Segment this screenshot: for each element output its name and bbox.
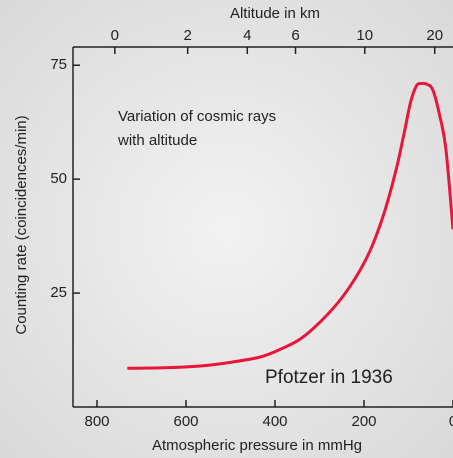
x-tick-label: 0 [449, 413, 453, 430]
y-tick-label: 25 [50, 284, 67, 301]
x2-tick-label: 20 [426, 27, 443, 44]
y-tick-label: 50 [50, 170, 67, 187]
x2-tick-label: 2 [184, 27, 192, 44]
x2-tick-label: 10 [356, 27, 373, 44]
y-axis-label: Counting rate (coincidences/min) [13, 115, 30, 334]
x2-tick-label: 0 [111, 27, 119, 44]
x-axis-label: Atmospheric pressure in mmHg [152, 437, 362, 454]
x2-tick-label: 6 [291, 27, 299, 44]
x2-tick-label: 4 [243, 27, 251, 44]
annotation: Variation of cosmic rays [118, 108, 276, 125]
annotation: Pfotzer in 1936 [265, 367, 393, 388]
x-tick-label: 200 [351, 413, 376, 430]
y-tick-label: 75 [50, 56, 67, 73]
annotation: with altitude [117, 132, 197, 149]
x-tick-label: 400 [262, 413, 287, 430]
x2-axis-label: Altitude in km [230, 5, 320, 22]
x-tick-label: 800 [85, 413, 110, 430]
x-tick-label: 600 [174, 413, 199, 430]
data-line [127, 81, 453, 370]
